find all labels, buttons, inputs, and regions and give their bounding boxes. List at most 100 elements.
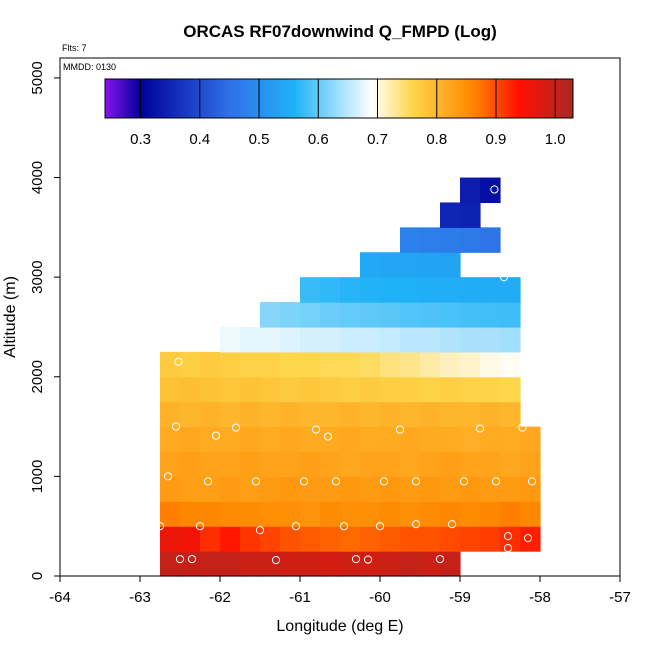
heatmap-cell: [260, 476, 281, 502]
heatmap-cell: [260, 451, 281, 477]
heatmap-cell: [380, 526, 401, 552]
heatmap-cell: [460, 426, 481, 453]
heatmap-cell: [320, 451, 341, 477]
heatmap-cell: [420, 451, 441, 477]
heatmap-cell: [500, 326, 521, 353]
heatmap-cell: [440, 202, 461, 228]
heatmap-cell: [200, 351, 221, 378]
heatmap-cell: [280, 326, 301, 353]
heatmap-cell: [480, 326, 501, 353]
heatmap-cell: [380, 476, 401, 502]
heatmap-cell: [360, 302, 381, 328]
heatmap-cell: [160, 451, 181, 477]
heatmap-cell: [440, 351, 461, 378]
heatmap-cell: [440, 227, 461, 253]
heatmap-cell: [220, 476, 241, 502]
heatmap-cell: [400, 302, 421, 328]
observation-point: [351, 554, 361, 564]
heatmap-cell: [300, 526, 321, 552]
observation-point: [411, 477, 421, 486]
x-axis: -64 -63 -62 -61 -60 -59 -58 -57: [49, 576, 631, 606]
heatmap-cell: [200, 501, 221, 527]
heatmap-cell: [320, 351, 341, 378]
observation-point: [499, 273, 509, 282]
flights-note: Flts: 7: [62, 43, 87, 53]
heatmap-cell: [320, 551, 341, 577]
heatmap-cell: [360, 252, 381, 278]
heatmap-cell: [420, 326, 441, 353]
heatmap-cell: [440, 451, 461, 477]
heatmap-cell: [320, 501, 341, 527]
observation-point: [490, 185, 499, 194]
x-tick-label: -58: [529, 589, 551, 606]
observation-point: [187, 554, 197, 564]
heatmap-cell: [220, 326, 241, 353]
heatmap-cell: [260, 302, 281, 328]
heatmap-cell: [460, 202, 481, 228]
heatmap-cell: [240, 526, 261, 552]
heatmap-cell: [180, 551, 201, 577]
heatmap-cell: [460, 501, 481, 527]
heatmap-cell: [340, 551, 361, 577]
heatmap-cell: [380, 302, 401, 328]
heatmap-cell: [500, 476, 521, 502]
heatmap-cell: [180, 401, 201, 428]
heatmap-cell: [280, 376, 301, 403]
heatmap-cell: [400, 401, 421, 428]
observation-point: [339, 522, 349, 531]
heatmap-cell: [340, 451, 361, 477]
heatmap-cell: [300, 426, 321, 453]
heatmap-cell: [320, 326, 341, 353]
heatmap-cell: [220, 426, 241, 453]
observation-point: [174, 357, 183, 366]
heatmap-cell: [260, 376, 281, 403]
observation-point: [523, 534, 533, 543]
observation-point: [299, 477, 309, 486]
heatmap-cell: [400, 326, 421, 353]
heatmap-cell: [400, 451, 421, 477]
heatmap-cell: [300, 401, 321, 428]
heatmap-cell: [160, 476, 181, 502]
heatmap-cell: [480, 227, 501, 253]
heatmap-cell: [180, 501, 201, 527]
heatmap-cell: [360, 277, 381, 303]
heatmap-cell: [300, 277, 321, 303]
heatmap-cell: [260, 551, 281, 577]
heatmap-cell: [500, 277, 521, 303]
heatmap-cell: [380, 426, 401, 453]
heatmap-cell: [480, 351, 501, 378]
observation-point: [291, 522, 301, 531]
y-tick-label: 4000: [29, 161, 46, 194]
heatmap-cell: [420, 551, 441, 577]
heatmap-cell: [320, 376, 341, 403]
heatmap-cell: [340, 426, 361, 453]
heatmap-cell: [460, 526, 481, 552]
observation-point: [503, 544, 513, 553]
heatmap-cell: [420, 227, 441, 253]
heatmap-cell: [220, 451, 241, 477]
heatmap-cell: [220, 401, 241, 428]
heatmap-cell: [240, 451, 261, 477]
heatmap-cell: [340, 277, 361, 303]
observation-point: [251, 477, 261, 486]
heatmap-cell: [420, 277, 441, 303]
heatmap-cell: [460, 177, 481, 204]
heatmap-cell: [460, 476, 481, 502]
heatmap-cell: [240, 326, 261, 353]
heatmap-cell: [260, 401, 281, 428]
heatmap-cell: [220, 501, 241, 527]
y-tick-label: 1000: [29, 460, 46, 493]
heatmap-cell: [500, 451, 521, 477]
heatmap-cell: [240, 501, 261, 527]
heatmap-cell: [360, 401, 381, 428]
y-tick-label: 3000: [29, 260, 46, 293]
heatmap-cell: [360, 426, 381, 453]
heatmap-cell: [360, 451, 381, 477]
heatmap-cell: [320, 526, 341, 552]
heatmap-cell: [340, 376, 361, 403]
heatmap-cell: [220, 376, 241, 403]
heatmap-cell: [440, 277, 461, 303]
heatmap-cell: [280, 501, 301, 527]
observation-point: [510, 352, 519, 361]
heatmap-cell: [460, 451, 481, 477]
